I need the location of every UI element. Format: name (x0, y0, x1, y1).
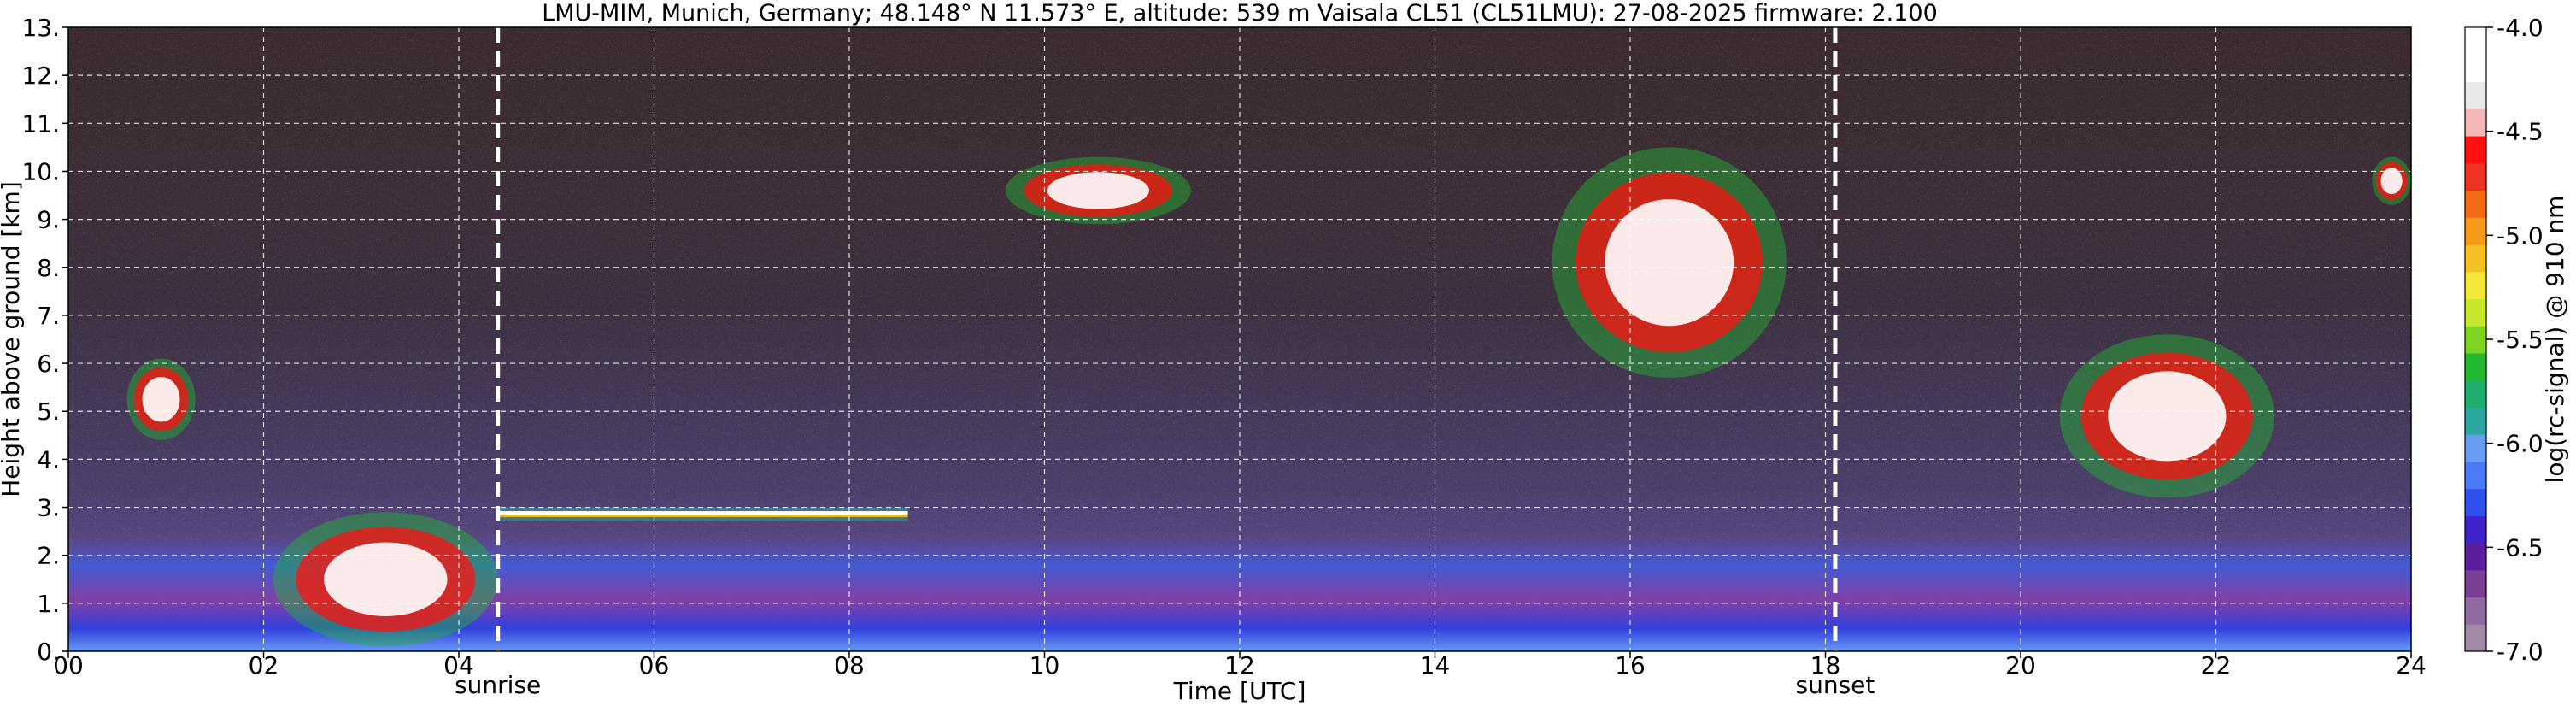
colorbar-segment (2465, 543, 2486, 571)
feature-cloud (1005, 156, 1191, 225)
backscatter-features (126, 147, 2411, 647)
x-tick-label: 12 (1224, 651, 1255, 680)
y-tick-label: 9. (37, 206, 60, 234)
feature-cloud (2059, 334, 2275, 498)
colorbar-segment (2465, 135, 2486, 164)
y-tick-label: 5. (37, 397, 60, 426)
heatmap-area (68, 27, 2411, 651)
colorbar-segment (2465, 461, 2486, 490)
colorbar-segment (2465, 54, 2486, 83)
x-tick-label: 04 (443, 651, 474, 680)
colorbar-segment (2465, 352, 2486, 381)
feature-cloud (273, 512, 498, 647)
colorbar-tick-label: -6.0 (2497, 430, 2544, 458)
y-tick-label: 13. (21, 14, 60, 42)
colorbar-tick-label: -5.0 (2497, 221, 2544, 250)
colorbar-segment (2465, 434, 2486, 462)
colorbar-tick-label: -5.5 (2497, 326, 2544, 354)
y-axis-ticks: 0. 1. 2. 3. 4. 5. 6. 7. 8. 9. 10. 11. 12. 13. (21, 14, 68, 666)
colorbar-label: log(rc-signal) @ 910 nm (2541, 196, 2569, 484)
x-tick-label: 24 (2396, 651, 2426, 680)
colorbar: -4.0 -4.5 -5.0 -5.5 -6.0 -6.5 -7.0 (2464, 14, 2544, 666)
x-tick-label: 22 (2201, 651, 2232, 680)
chart-title: LMU-MIM, Munich, Germany; 48.148° N 11.5… (542, 0, 1938, 26)
feature-cloud (126, 358, 196, 440)
y-tick-label: 6. (37, 350, 60, 378)
x-axis-label: Time [UTC] (1173, 677, 1306, 705)
y-tick-label: 7. (37, 302, 60, 330)
y-tick-label: 8. (37, 254, 60, 282)
colorbar-segment (2465, 81, 2486, 109)
gridlines (68, 27, 2411, 651)
colorbar-tick-label: -4.0 (2497, 14, 2544, 42)
y-axis-label: Height above ground [km] (0, 181, 25, 497)
x-tick-label: 08 (834, 651, 865, 680)
colorbar-segment (2465, 217, 2486, 245)
x-tick-label: 20 (2005, 651, 2036, 680)
x-tick-label: 02 (249, 651, 279, 680)
colorbar-segment (2465, 298, 2486, 327)
y-tick-label: 0. (37, 638, 60, 666)
colorbar-segment (2465, 597, 2486, 625)
colorbar-segment (2465, 162, 2486, 191)
colorbar-segment (2465, 488, 2486, 516)
feature-cloud (2372, 156, 2411, 205)
marker-labels: sunrise sunset (455, 671, 1875, 699)
y-tick-label: 2. (37, 542, 60, 570)
y-tick-label: 12. (21, 62, 60, 90)
colorbar-tick-label: -4.5 (2497, 118, 2544, 146)
x-tick-label: 00 (53, 651, 84, 680)
colorbar-segment (2465, 271, 2486, 299)
colorbar-tick-label: -7.0 (2497, 638, 2544, 666)
colorbar-segment (2465, 379, 2486, 408)
y-tick-label: 1. (37, 590, 60, 618)
marker-label-sunrise: sunrise (455, 671, 541, 699)
y-tick-label: 4. (37, 445, 60, 474)
colorbar-segment (2465, 190, 2486, 218)
x-tick-label: 16 (1615, 651, 1646, 680)
colorbar-segment (2465, 624, 2486, 652)
x-axis-ticks: 00 02 04 06 08 10 12 14 16 18 20 22 24 (53, 651, 2426, 680)
colorbar-segment (2465, 27, 2486, 56)
x-tick-label: 10 (1030, 651, 1060, 680)
vertical-markers (496, 27, 1838, 651)
colorbar-tick-label: -6.5 (2497, 533, 2544, 562)
colorbar-segment (2465, 569, 2486, 598)
x-tick-label: 18 (1810, 651, 1841, 680)
colorbar-segment (2465, 244, 2486, 273)
colorbar-segment (2465, 407, 2486, 435)
colorbar-segment (2465, 515, 2486, 544)
y-tick-label: 10. (21, 157, 60, 185)
feature-cloud (1552, 147, 1787, 378)
marker-label-sunset: sunset (1795, 671, 1875, 699)
y-tick-label: 3. (37, 494, 60, 522)
x-tick-label: 14 (1420, 651, 1451, 680)
y-tick-label: 11. (21, 109, 60, 138)
colorbar-segment (2465, 326, 2486, 354)
colorbar-segment (2465, 109, 2486, 137)
x-tick-label: 06 (639, 651, 670, 680)
feature-layer (497, 507, 908, 521)
